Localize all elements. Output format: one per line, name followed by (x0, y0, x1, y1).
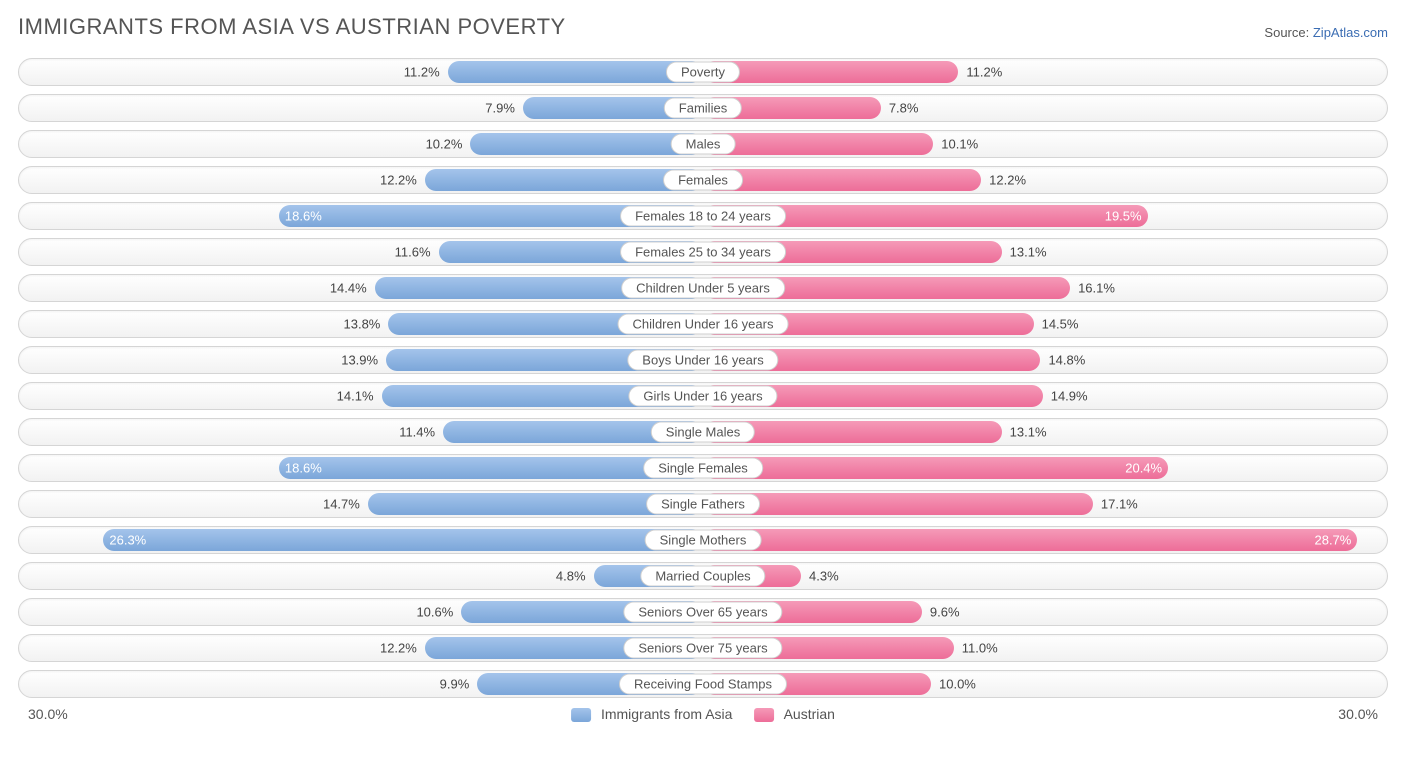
right-value: 20.4% (1125, 461, 1162, 476)
chart-title: IMMIGRANTS FROM ASIA VS AUSTRIAN POVERTY (18, 14, 566, 40)
left-value: 18.6% (285, 461, 322, 476)
right-bar: 17.1% (703, 493, 1093, 515)
bar-row: 26.3% 28.7% Single Mothers (18, 526, 1388, 554)
left-value: 7.9% (485, 101, 523, 116)
category-label: Single Males (651, 422, 755, 443)
right-bar: 20.4% (703, 457, 1168, 479)
left-value: 10.2% (426, 137, 471, 152)
category-label: Single Females (643, 458, 763, 479)
bar-row: 18.6% 20.4% Single Females (18, 454, 1388, 482)
bar-row: 9.9% 10.0% Receiving Food Stamps (18, 670, 1388, 698)
swatch-left-icon (571, 708, 591, 722)
bar-row: 10.6% 9.6% Seniors Over 65 years (18, 598, 1388, 626)
right-value: 28.7% (1314, 533, 1351, 548)
bar-row: 10.2%10.1%Males (18, 130, 1388, 158)
bar-row: 11.6% 13.1% Females 25 to 34 years (18, 238, 1388, 266)
category-label: Girls Under 16 years (628, 386, 777, 407)
left-value: 12.2% (380, 641, 425, 656)
source-attribution: Source: ZipAtlas.com (1264, 25, 1388, 40)
category-label: Seniors Over 75 years (623, 638, 782, 659)
category-label: Families (664, 98, 742, 119)
right-value: 16.1% (1070, 281, 1115, 296)
left-bar: 18.6% (279, 457, 703, 479)
left-value: 11.4% (399, 425, 443, 440)
chart-footer: 30.0% Immigrants from Asia Austrian 30.0… (18, 706, 1388, 728)
source-label: Source: (1264, 25, 1309, 40)
right-bar: 10.1% (703, 133, 933, 155)
left-bar: 10.2% (470, 133, 703, 155)
right-bar: 12.2% (703, 169, 981, 191)
category-label: Females 18 to 24 years (620, 206, 786, 227)
category-label: Seniors Over 65 years (623, 602, 782, 623)
right-value: 7.8% (881, 101, 919, 116)
bar-row: 4.8% 4.3% Married Couples (18, 562, 1388, 590)
left-value: 14.7% (323, 497, 368, 512)
legend: Immigrants from Asia Austrian (571, 706, 835, 722)
bar-row: 12.2% 11.0% Seniors Over 75 years (18, 634, 1388, 662)
left-value: 10.6% (416, 605, 461, 620)
left-value: 14.4% (330, 281, 375, 296)
right-value: 10.0% (931, 677, 976, 692)
category-label: Females (663, 170, 743, 191)
right-value: 9.6% (922, 605, 960, 620)
axis-max-right: 30.0% (1338, 706, 1378, 722)
right-value: 11.0% (954, 641, 998, 656)
category-label: Single Mothers (645, 530, 762, 551)
left-value: 12.2% (380, 173, 425, 188)
left-value: 18.6% (285, 209, 322, 224)
right-value: 14.5% (1034, 317, 1079, 332)
category-label: Children Under 16 years (618, 314, 789, 335)
right-value: 19.5% (1105, 209, 1142, 224)
bar-row: 13.8% 14.5% Children Under 16 years (18, 310, 1388, 338)
category-label: Single Fathers (646, 494, 760, 515)
left-value: 14.1% (337, 389, 382, 404)
bar-row: 11.4% 13.1% Single Males (18, 418, 1388, 446)
left-bar: 12.2% (425, 169, 703, 191)
right-value: 13.1% (1002, 425, 1047, 440)
left-value: 26.3% (109, 533, 146, 548)
right-value: 4.3% (801, 569, 839, 584)
left-value: 13.8% (344, 317, 389, 332)
right-value: 10.1% (933, 137, 978, 152)
legend-right-label: Austrian (784, 706, 835, 722)
bar-row: 12.2%12.2%Females (18, 166, 1388, 194)
source-link[interactable]: ZipAtlas.com (1313, 25, 1388, 40)
category-label: Boys Under 16 years (627, 350, 778, 371)
right-bar: 28.7% (703, 529, 1357, 551)
left-value: 11.6% (395, 245, 439, 260)
left-value: 4.8% (556, 569, 594, 584)
right-value: 17.1% (1093, 497, 1138, 512)
bar-row: 7.9% 7.8% Families (18, 94, 1388, 122)
legend-item-right: Austrian (754, 706, 834, 722)
bar-row: 14.1% 14.9% Girls Under 16 years (18, 382, 1388, 410)
category-label: Females 25 to 34 years (620, 242, 786, 263)
axis-max-left: 30.0% (28, 706, 68, 722)
left-bar: 26.3% (103, 529, 703, 551)
legend-item-left: Immigrants from Asia (571, 706, 732, 722)
bar-row: 13.9% 14.8% Boys Under 16 years (18, 346, 1388, 374)
right-bar: 11.2% (703, 61, 958, 83)
swatch-right-icon (754, 708, 774, 722)
left-value: 11.2% (404, 65, 448, 80)
bar-row: 11.2%11.2%Poverty (18, 58, 1388, 86)
chart-header: IMMIGRANTS FROM ASIA VS AUSTRIAN POVERTY… (18, 14, 1388, 40)
category-label: Males (671, 134, 736, 155)
bar-row: 18.6% 19.5% Females 18 to 24 years (18, 202, 1388, 230)
category-label: Poverty (666, 62, 740, 83)
bar-row: 14.4% 16.1% Children Under 5 years (18, 274, 1388, 302)
bar-row: 14.7%17.1%Single Fathers (18, 490, 1388, 518)
left-value: 13.9% (341, 353, 386, 368)
diverging-bar-chart: 11.2%11.2%Poverty7.9%7.8%Families10.2%10… (18, 58, 1388, 698)
right-value: 13.1% (1002, 245, 1047, 260)
right-value: 11.2% (958, 65, 1002, 80)
right-value: 14.8% (1040, 353, 1085, 368)
category-label: Children Under 5 years (621, 278, 785, 299)
category-label: Receiving Food Stamps (619, 674, 787, 695)
left-bar: 11.2% (448, 61, 703, 83)
left-value: 9.9% (440, 677, 478, 692)
right-value: 14.9% (1043, 389, 1088, 404)
right-value: 12.2% (981, 173, 1026, 188)
legend-left-label: Immigrants from Asia (601, 706, 732, 722)
category-label: Married Couples (640, 566, 765, 587)
